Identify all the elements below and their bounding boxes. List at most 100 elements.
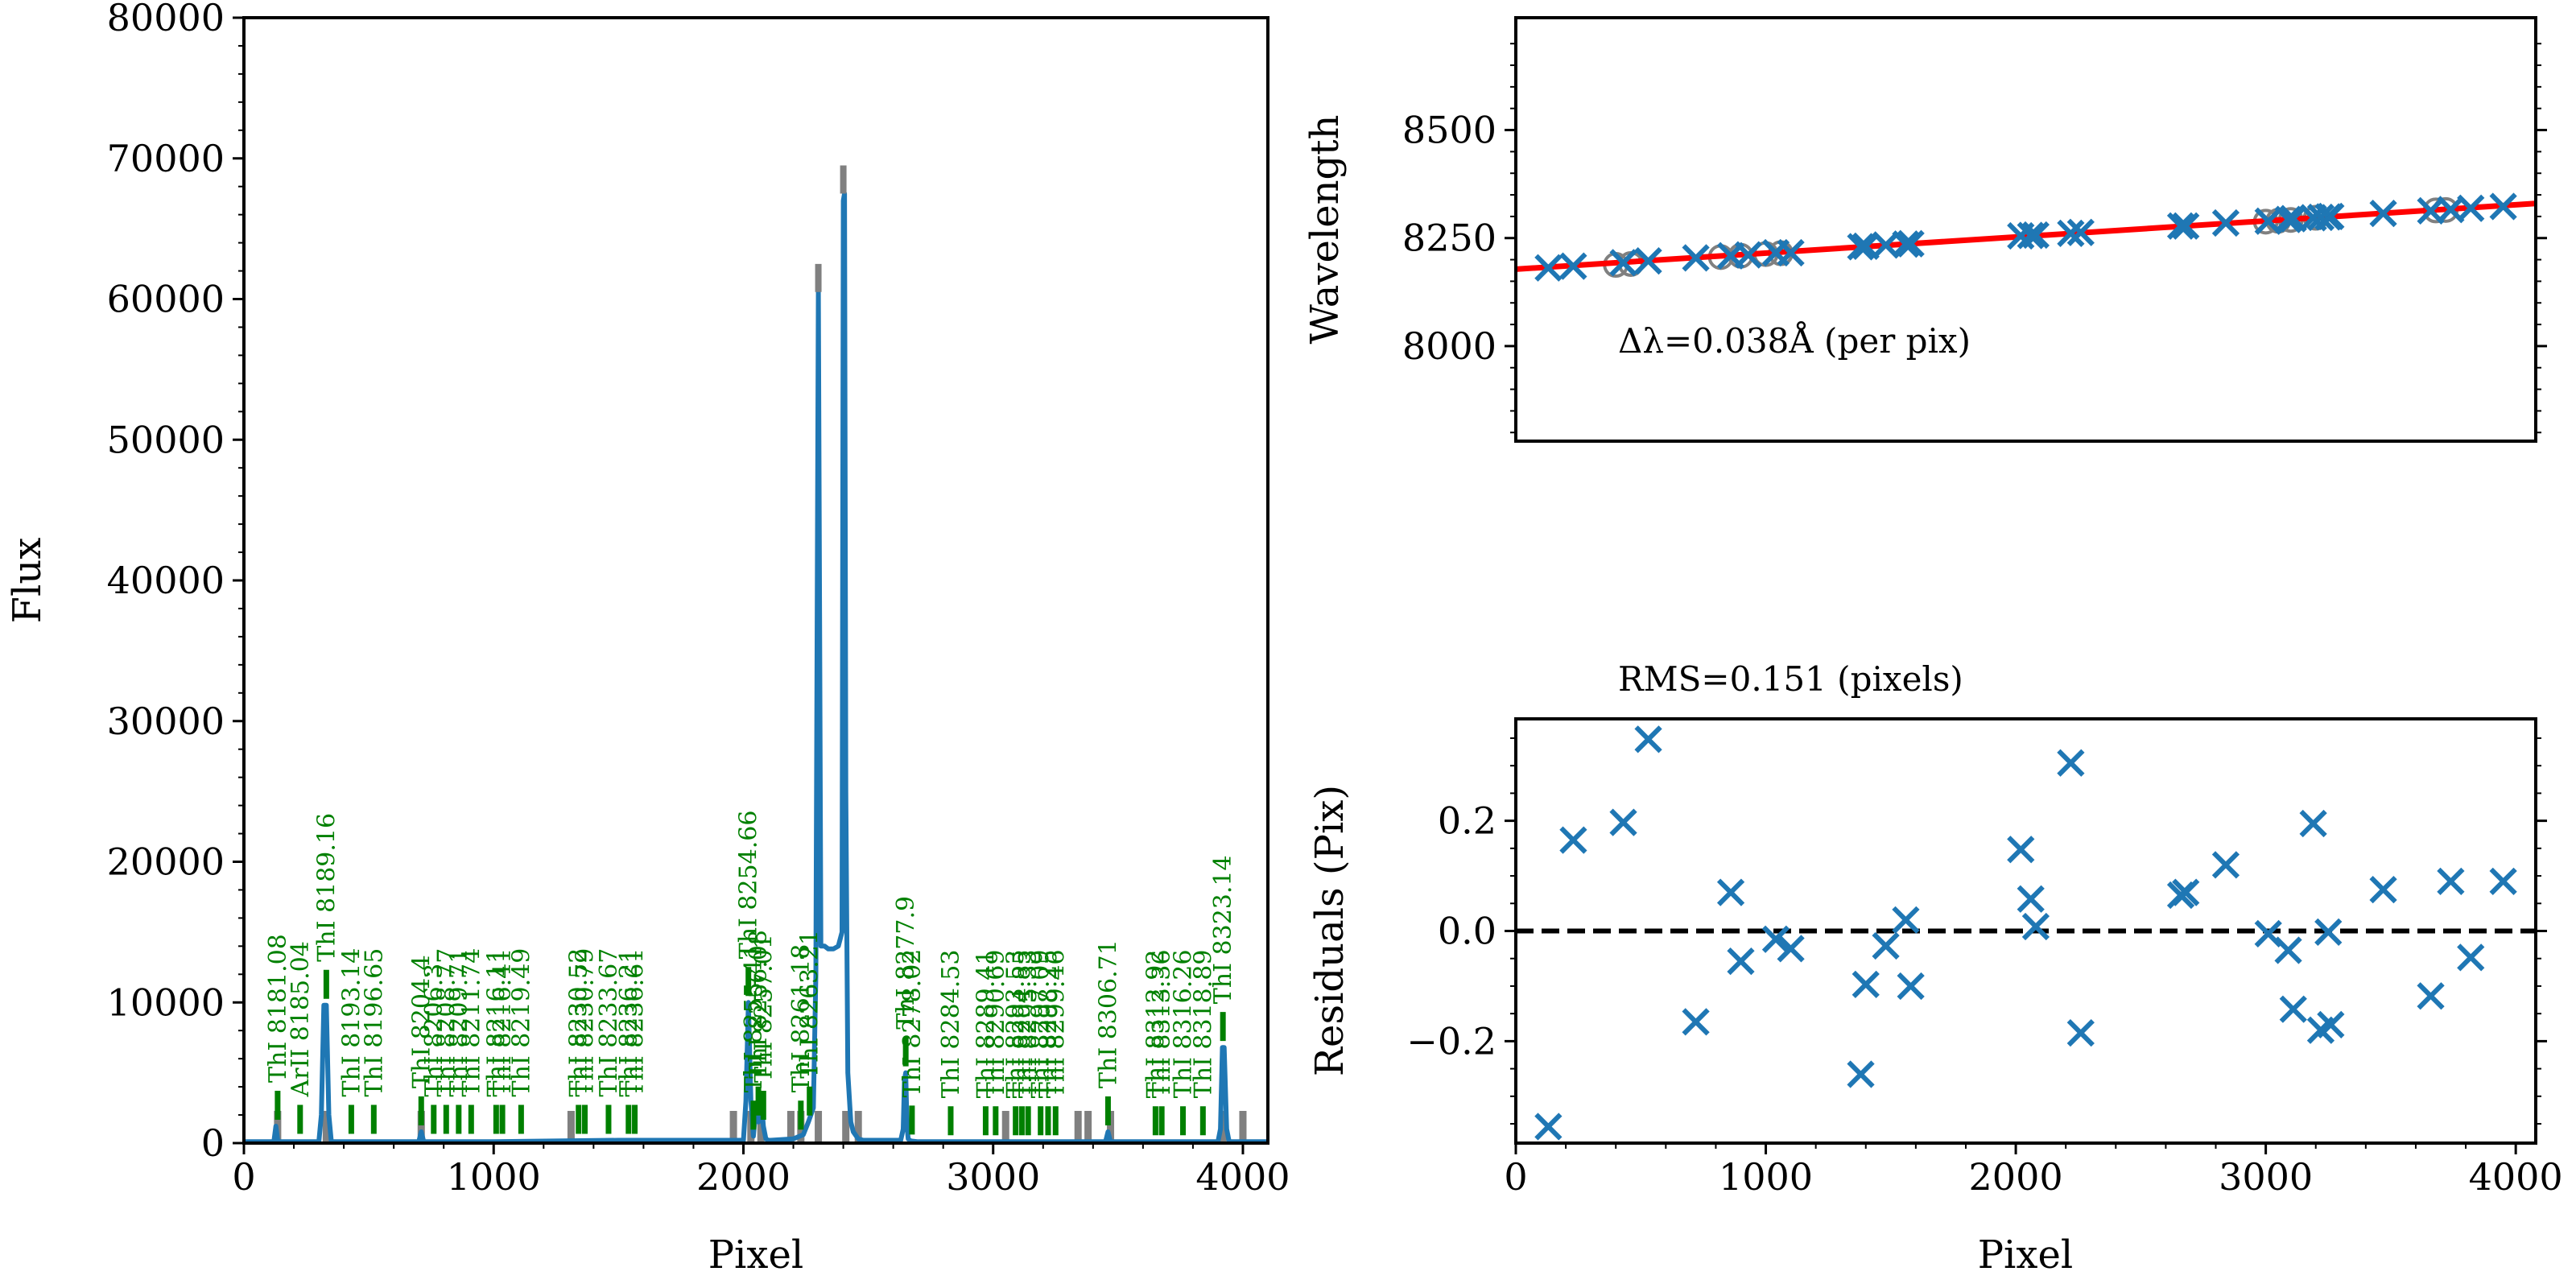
residual-point-10 <box>1852 970 1880 999</box>
residual-point-22 <box>2254 919 2282 948</box>
residual-point-25-b <box>2299 809 2327 838</box>
wavelength-y-tick-label-1: 8250 <box>1402 217 1496 260</box>
wavelength-y-tick-label-0: 8000 <box>1402 324 1496 368</box>
residual-point-9-b <box>1847 1060 1875 1088</box>
wavelength-point-18 <box>2066 218 2095 246</box>
residual-point-14 <box>2007 836 2035 864</box>
residual-point-33 <box>2489 867 2517 896</box>
line-id-label-11: ThI 8216.41 <box>489 948 517 1097</box>
line-id-label-16: ThI 8236.21 <box>615 948 643 1097</box>
wavelength-fit-panel: 8000 8250 8500 Δλ=0.038Å (per pix) Wavelen… <box>1302 16 2547 443</box>
wavelength-point-16-b <box>2021 221 2050 250</box>
residual-point-1 <box>1559 826 1587 854</box>
wavelength-point-10-b <box>1852 232 1880 261</box>
wavelength-point-26-b <box>2306 203 2335 232</box>
residual-point-18-b <box>2066 1018 2095 1047</box>
residual-point-27 <box>2314 918 2343 946</box>
wavelength-point-11-b <box>1872 231 1900 259</box>
residual-point-27-b <box>2314 918 2343 946</box>
spectrum-y-tick-label-5: 50000 <box>107 418 225 461</box>
wavelength-point-17 <box>2057 219 2085 247</box>
residual-point-8-b <box>1777 935 1805 963</box>
wavelength-point-26 <box>2306 203 2335 232</box>
residuals-axes-frame <box>1514 717 2537 1145</box>
spectrum-ticks-layer: 0 1000 2000 3000 400001000020000300004000050… <box>107 0 1290 1199</box>
wavelength-point-20-b <box>2172 212 2200 240</box>
residual-point-4 <box>1682 1008 1710 1036</box>
wavelength-point-23 <box>2274 205 2302 233</box>
residual-point-8 <box>1777 935 1805 963</box>
spectrum-y-tick-label-8: 80000 <box>107 0 225 39</box>
wavelength-point-21 <box>2211 208 2240 237</box>
line-id-label-12: ThI 8219.49 <box>507 948 535 1097</box>
line-id-label-17: ThI 8236.61 <box>621 948 650 1097</box>
wavelength-point-3-b <box>1634 247 1662 275</box>
spectrum-x-tick-label-2: 2000 <box>696 1155 791 1199</box>
wavelength-point-24-b <box>2279 204 2307 233</box>
residual-point-12-b <box>1892 906 1920 934</box>
residuals-layer <box>1516 725 2536 1141</box>
line-id-label-36: ThI 8312.92 <box>1141 950 1170 1099</box>
residual-point-15 <box>2017 885 2045 913</box>
line-id-label-35: ThI 8306.71 <box>1094 939 1122 1088</box>
wavelength-point-8 <box>1777 238 1805 267</box>
residual-point-3 <box>1634 725 1662 753</box>
wavelength-point-0-b <box>1534 254 1563 282</box>
wavelength-fit-ticks-layer: 8000 8250 8500 <box>1402 43 2547 434</box>
residual-point-17 <box>2057 749 2085 777</box>
wavelength-point-20 <box>2172 212 2200 240</box>
residual-point-32 <box>2457 943 2485 972</box>
spectrum-y-label: Flux <box>5 538 50 624</box>
spectrum-y-tick-label-2: 20000 <box>107 840 225 884</box>
wavelength-point-13-b <box>1897 229 1925 258</box>
line-id-label-13: ThI 8230.52 <box>565 948 593 1097</box>
line-id-label-33: ThI 8298.25 <box>1034 950 1063 1099</box>
wavelength-point-29 <box>2369 200 2397 228</box>
line-id-label-37: ThI 8313.36 <box>1148 950 1176 1099</box>
line-id-label-10: ThI 8216.11 <box>482 948 510 1097</box>
wavelength-point-6 <box>1734 241 1762 269</box>
residual-point-33-b <box>2489 867 2517 896</box>
line-id-label-8: ThI 8209.71 <box>445 948 473 1097</box>
residuals-y-tick-label-1: 0.0 <box>1438 910 1496 953</box>
line-id-label-29: ThI 8293.53 <box>1002 950 1030 1099</box>
residual-point-29-b <box>2369 876 2397 904</box>
line-id-label-15: ThI 8233.67 <box>595 948 623 1097</box>
wavelength-fit-line <box>1515 200 2537 272</box>
residual-point-31-b <box>2437 867 2465 896</box>
residual-point-6-b <box>1727 947 1755 976</box>
wavelength-point-32-b <box>2457 194 2485 222</box>
residual-point-23-b <box>2274 936 2302 964</box>
spectrum-y-tick-label-0: 0 <box>201 1121 225 1165</box>
residual-point-30 <box>2417 982 2445 1010</box>
residual-point-21 <box>2211 851 2240 879</box>
line-id-label-21: ThI 8257.01 <box>749 934 778 1083</box>
residual-point-10-b <box>1852 970 1880 999</box>
residual-point-3-b <box>1634 725 1662 753</box>
wavelength-point-0 <box>1534 254 1563 282</box>
residuals-x-tick-label-1: 1000 <box>1719 1155 1813 1199</box>
wavelength-point-28 <box>2317 202 2345 231</box>
line-id-label-40: ThI 8323.14 <box>1209 855 1237 1004</box>
wavelength-fit-annotation: Δλ=0.038Å (per pix) <box>1618 320 1971 361</box>
residual-point-14-b <box>2007 836 2035 864</box>
spectrum-x-tick-label-4: 4000 <box>1195 1155 1290 1199</box>
residual-point-16 <box>2021 912 2050 941</box>
spectrum-y-tick-label-3: 30000 <box>107 700 225 743</box>
residual-point-7-b <box>1761 925 1790 953</box>
line-id-label-34: ThI 8299.46 <box>1042 950 1070 1099</box>
wavelength-point-15-b <box>2017 221 2045 250</box>
residual-point-24 <box>2279 995 2307 1023</box>
residuals-y-tick-label-0: −0.2 <box>1406 1019 1496 1063</box>
line-id-label-32: ThI 8297.09 <box>1027 950 1055 1099</box>
spectrum-y-tick-label-7: 70000 <box>107 137 225 180</box>
residual-point-28-b <box>2317 1010 2345 1038</box>
line-id-label-23: ThI 8263.21 <box>796 930 824 1079</box>
residuals-x-tick-label-0: 0 <box>1504 1155 1527 1199</box>
wavelength-point-29-b <box>2369 200 2397 228</box>
wavelength-point-1 <box>1559 252 1587 280</box>
residuals-ticks-layer: 0 1000 2000 3000 4000 −0.2 0.0 0.2 <box>1406 737 2563 1199</box>
residual-point-18 <box>2066 1018 2095 1047</box>
